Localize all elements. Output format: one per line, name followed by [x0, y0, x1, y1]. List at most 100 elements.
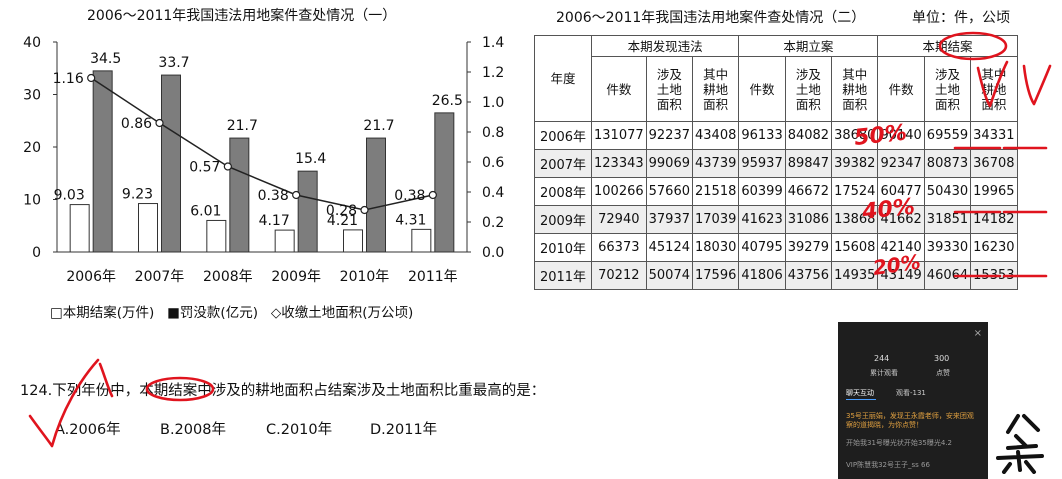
table-cell: 42140: [877, 233, 925, 262]
data-label: 4.21: [327, 213, 358, 229]
legend-line: ◇收缴土地面积(万公顷): [270, 305, 414, 321]
bar-line-chart: 0 10 20 30 40 0.0 0.2 0.4 0.6 0.8 1.0 1.2 1.4 2006年 9…: [23, 35, 504, 285]
table-cell: 2011年: [534, 261, 592, 290]
table-cell: 100266: [591, 177, 647, 206]
bar-fines: [229, 137, 250, 253]
table-cell: 2007年: [534, 149, 592, 178]
tab-chat[interactable]: 聊天互动: [846, 389, 874, 397]
table-cell: 92347: [877, 149, 925, 178]
data-label: 33.7: [158, 55, 189, 71]
data-label: 15.4: [295, 151, 326, 167]
calligraphy-logo: [996, 414, 1044, 474]
table-cell: 43756: [784, 261, 833, 290]
option-a[interactable]: A.2006年: [55, 422, 121, 438]
table-cell: 46672: [784, 177, 833, 206]
chart-title: 2006～2011年我国违法用地案件查处情况（一）: [87, 8, 397, 24]
subheader-cell: 涉及 土地 面积: [923, 56, 972, 122]
chat-message: 35号王丽娟，发现王永霞老师，安来团观察的道揭晓，为你点赞！: [846, 412, 974, 429]
stat-label: 点赞: [936, 369, 950, 377]
data-label: 34.5: [90, 51, 121, 67]
y2-tick-label: 1.4: [482, 35, 504, 51]
y2-tick-label: 0.4: [482, 185, 504, 201]
table-cell: 80873: [923, 149, 972, 178]
table-cell: 18030: [691, 233, 740, 262]
line-point: [87, 73, 96, 83]
table-cell: 37937: [645, 205, 694, 234]
subheader-cell: 件数: [591, 56, 647, 122]
data-label: 26.5: [432, 93, 463, 109]
table-cell: 41623: [738, 205, 786, 234]
table-cell: 96133: [738, 121, 786, 150]
line-label: 0.28: [326, 203, 357, 219]
table-cell: 15608: [831, 233, 879, 262]
table-cell: 70212: [591, 261, 647, 290]
data-label: 21.7: [227, 118, 258, 134]
subheader-cell: 件数: [877, 56, 925, 122]
x-tick-label: 2010年: [340, 269, 390, 285]
table-cell: 89847: [784, 149, 833, 178]
chat-message: VIP陈慧我32号王子_ss 66: [846, 461, 930, 469]
option-d[interactable]: D.2011年: [370, 422, 438, 438]
data-label: 4.17: [259, 213, 290, 229]
table-cell: 72940: [591, 205, 647, 234]
subheader-cell: 其中 耕地 面积: [970, 56, 1018, 122]
table-cell: 46064: [923, 261, 972, 290]
table-cell: 39382: [831, 149, 879, 178]
y-tick-label: 0: [32, 245, 41, 261]
option-c[interactable]: C.2010年: [266, 422, 333, 438]
bar-fines: [92, 70, 113, 253]
bar-ending-cases: [343, 229, 363, 253]
x-tick-label: 2008年: [203, 269, 253, 285]
table-cell: 69559: [923, 121, 972, 150]
table-cell: 31851: [923, 205, 972, 234]
subheader-cell: 件数: [738, 56, 786, 122]
close-icon[interactable]: ×: [973, 328, 982, 339]
table-cell: 17524: [831, 177, 879, 206]
check-mark: [1022, 64, 1052, 106]
option-b[interactable]: B.2008年: [160, 422, 226, 438]
y-tick-label: 40: [23, 35, 41, 51]
subheader-cell: 其中 耕地 面积: [691, 56, 740, 122]
table-cell: 13868: [831, 205, 879, 234]
x-tick-label: 2007年: [135, 269, 185, 285]
chart-axes: 0 10 20 30 40 0.0 0.2 0.4 0.6 0.8 1.0 1.2 1.4: [23, 35, 504, 261]
tab-viewers[interactable]: 观看-131: [896, 389, 926, 397]
table-cell: 2008年: [534, 177, 592, 206]
table-cell: 38680: [831, 121, 879, 150]
y-tick-label: 30: [23, 88, 41, 104]
y2-tick-label: 1.0: [482, 95, 504, 111]
table-cell: 95937: [738, 149, 786, 178]
line-label: 0.38: [258, 188, 289, 204]
table-cell: 14935: [831, 261, 879, 290]
table-cell: 34331: [970, 121, 1018, 150]
chart-labels: 2006年 9.03 34.5 2007年 9.23 33.7 2008年 6.01 21.7 2…: [53, 51, 463, 285]
question-text: 124.下列年份中，本期结案中涉及的耕地面积占结案涉及土地面积比重最高的是：: [20, 383, 546, 399]
table-cell: 17039: [691, 205, 740, 234]
bar-fines: [297, 170, 318, 253]
legend-gray-bar: ■罚没款(亿元): [167, 305, 258, 321]
table-cell: 84082: [784, 121, 833, 150]
chart-line: [87, 73, 437, 215]
table-cell: 31086: [784, 205, 833, 234]
subheader-cell: 涉及 土地 面积: [784, 56, 833, 122]
line-label: 0.38: [394, 188, 425, 204]
table-cell: 92237: [645, 121, 694, 150]
data-table: 年度 本期发现违法 本期立案 本期结案 件数 涉及 土地 面积 其中 耕地 面积 件数 涉及 土地…: [534, 35, 1018, 290]
table-cell: 41806: [738, 261, 786, 290]
table-cell: 17596: [691, 261, 740, 290]
table-row: 2009年 72940 37937 17039 41623 31086 13868 41662…: [534, 205, 1018, 234]
x-tick-label: 2009年: [271, 269, 321, 285]
table-cell: 57660: [645, 177, 694, 206]
bar-fines: [366, 137, 386, 253]
table-cell: 99069: [645, 149, 694, 178]
table-cell: 131077: [591, 121, 647, 150]
bar-ending-cases: [138, 203, 158, 253]
data-label: 9.23: [122, 187, 153, 203]
table-cell: 50074: [645, 261, 694, 290]
data-label: 6.01: [190, 203, 221, 219]
live-panel: × 244 累计观看 300 点赞 聊天互动 观看-131 35号王丽娟，发现王…: [838, 322, 988, 479]
y-tick-label: 10: [23, 193, 41, 209]
year-header: 年度: [534, 35, 592, 122]
line-label: 0.57: [189, 160, 220, 176]
y2-tick-label: 0.0: [482, 245, 504, 261]
